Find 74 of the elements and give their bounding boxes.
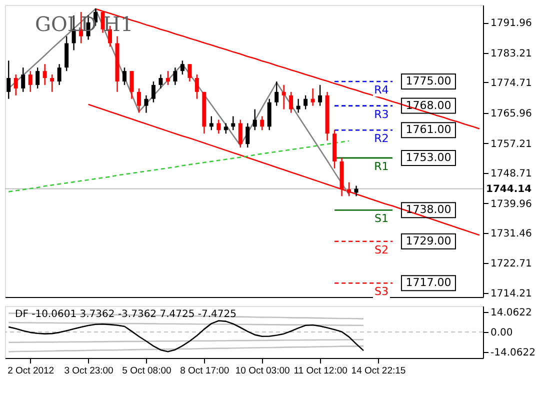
candlestick xyxy=(209,116,214,131)
x-tick-label: 14 Oct 22:15 xyxy=(351,366,406,376)
y-tick-label: 1774.71 xyxy=(490,78,532,89)
candlestick xyxy=(252,108,257,131)
candlestick xyxy=(122,66,126,86)
candlestick xyxy=(289,91,294,114)
line-series xyxy=(8,140,350,192)
series-label: R2 xyxy=(374,132,389,146)
series-label: R3 xyxy=(374,108,389,121)
x-tick-label: 8 Oct 17:00 xyxy=(180,366,230,376)
series-label: R4 xyxy=(374,83,389,96)
candlestick xyxy=(304,94,308,110)
candlestick xyxy=(136,88,141,114)
data-label: 1761.00 xyxy=(406,123,452,136)
candlestick xyxy=(310,88,315,106)
candlestick xyxy=(42,63,47,86)
candlestick xyxy=(57,63,62,86)
candlestick xyxy=(6,60,11,100)
data-label: 1738.00 xyxy=(406,203,452,216)
candlestick xyxy=(296,98,300,114)
annotation: DF -10.0601 3.7362 -3.7362 7.4725 -7.4725 xyxy=(15,309,236,320)
ref-line-label: 1744.14 xyxy=(486,184,532,195)
y-tick-label: 1783.21 xyxy=(490,48,532,60)
data-label: 1753.00 xyxy=(406,150,452,164)
candlestick xyxy=(158,74,163,90)
candlestick xyxy=(151,80,156,103)
y-tick-label: 1765.96 xyxy=(490,108,532,120)
series-label: S1 xyxy=(374,212,388,226)
data-label: 1717.00 xyxy=(406,276,452,290)
y-tick-label: 1748.71 xyxy=(490,168,532,180)
candlestick xyxy=(173,66,178,86)
data-label: 1768.00 xyxy=(406,98,452,112)
y-tick-label: 1739.96 xyxy=(490,198,532,210)
series-label: S3 xyxy=(374,285,388,298)
y-tick-label: 14.0622 xyxy=(490,308,532,319)
x-tick-label: 3 Oct 23:00 xyxy=(64,366,114,376)
line-series xyxy=(8,8,350,196)
candlestick xyxy=(130,70,134,100)
y-tick-label: 1757.21 xyxy=(490,138,532,150)
line-series xyxy=(8,320,364,352)
candlestick xyxy=(318,84,322,106)
candlestick xyxy=(246,122,250,148)
candlestick xyxy=(166,70,170,86)
candlestick xyxy=(188,63,192,82)
y-tick-label: 1722.71 xyxy=(490,258,532,270)
candlestick xyxy=(14,74,18,96)
y-tick-label: 1714.21 xyxy=(490,288,532,300)
x-tick-label: 2 Oct 2012 xyxy=(8,366,54,376)
data-label: 1729.00 xyxy=(406,234,452,248)
series-label: S2 xyxy=(374,243,388,256)
candlestick xyxy=(28,70,32,93)
x-tick-label: 10 Oct 03:00 xyxy=(235,366,290,376)
candlestick xyxy=(36,66,40,90)
series-label: R1 xyxy=(374,160,389,173)
candlestick xyxy=(180,60,184,76)
data-label: 1775.00 xyxy=(406,74,452,88)
y-tick-label: 1731.46 xyxy=(490,228,532,240)
y-tick-label: -14.0622 xyxy=(490,347,536,358)
candlestick xyxy=(21,66,26,93)
candlestick xyxy=(144,94,148,114)
x-tick-label: 11 Oct 12:00 xyxy=(294,366,348,376)
candlestick xyxy=(238,119,242,148)
candlestick xyxy=(274,80,279,106)
x-tick-label: 5 Oct 08:00 xyxy=(122,366,172,376)
candlestick xyxy=(194,74,199,100)
y-tick-label: 1791.96 xyxy=(490,18,532,30)
y-tick-label: 0.00 xyxy=(490,328,513,338)
candlestick xyxy=(347,182,352,197)
candlestick xyxy=(282,84,286,110)
candlestick xyxy=(224,122,228,134)
candlestick xyxy=(260,116,264,131)
candlestick xyxy=(50,74,54,93)
candlestick xyxy=(231,116,236,131)
candlestick xyxy=(216,119,221,134)
